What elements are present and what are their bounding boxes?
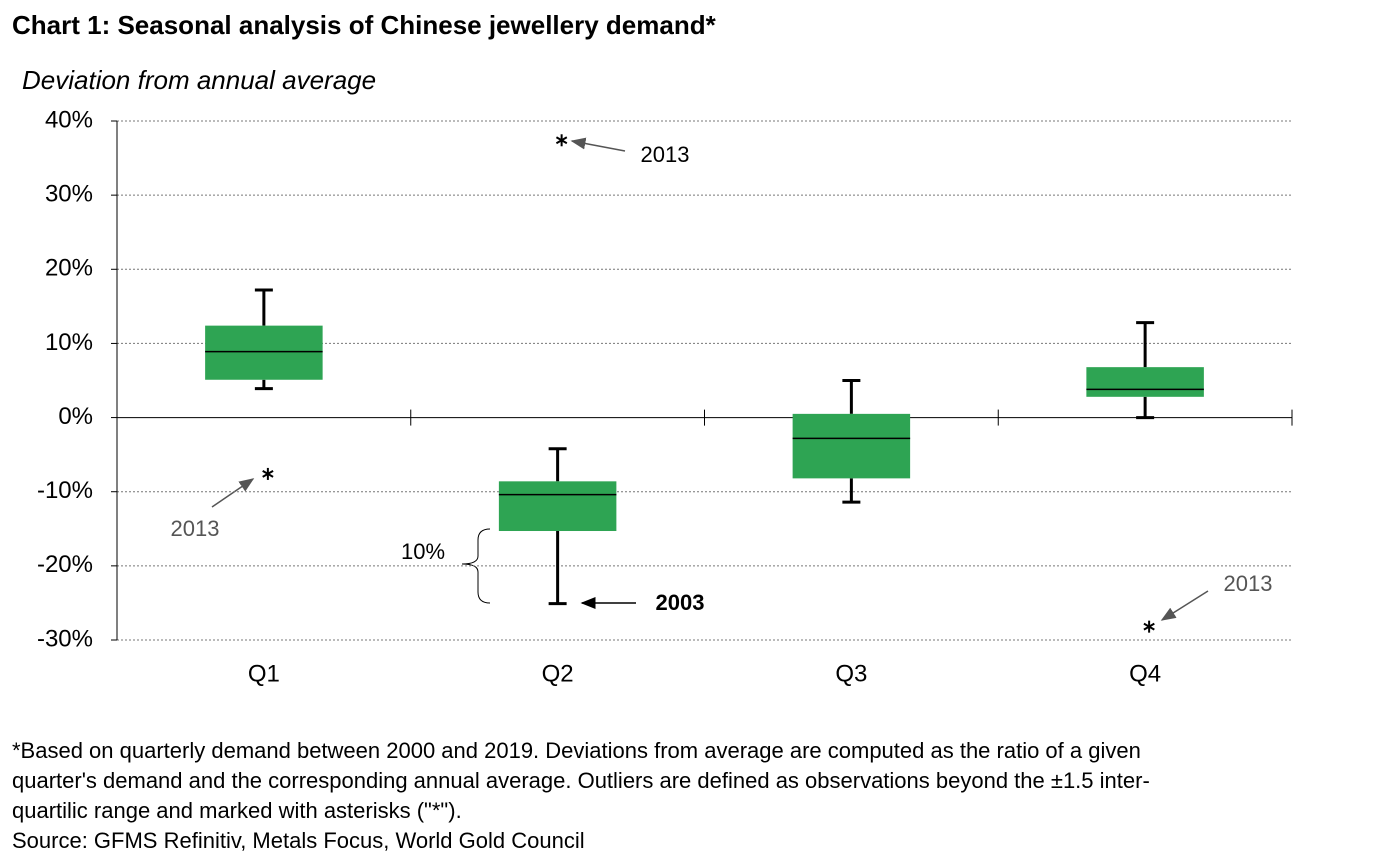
annotation: 10%: [401, 539, 445, 564]
outlier-stroke: [1143, 622, 1155, 631]
outlier: [262, 467, 274, 480]
footnote-line: quarter's demand and the corresponding a…: [12, 768, 1150, 793]
box: [792, 413, 911, 479]
annotation-arrow: [570, 137, 626, 152]
y-tick-label: 20%: [45, 255, 93, 282]
x-tick-label: Q2: [542, 660, 574, 687]
y-tick-label: 40%: [45, 106, 93, 133]
brace: [461, 528, 491, 604]
y-tick-label: 10%: [45, 329, 93, 356]
chart: Chart 1: Seasonal analysis of Chinese je…: [12, 10, 1293, 687]
outlier-stroke: [555, 136, 568, 145]
footnote-line: *Based on quarterly demand between 2000 …: [12, 738, 1141, 763]
annotation: 2003: [656, 590, 705, 615]
x-tick-label: Q1: [248, 660, 280, 687]
annotation-arrow: [211, 478, 255, 508]
annotation: 2013: [641, 142, 690, 167]
y-tick-label: -20%: [37, 551, 93, 578]
y-tick-label: -30%: [37, 625, 93, 652]
x-tick-label: Q3: [835, 660, 867, 687]
box: [205, 325, 323, 380]
box: [1086, 367, 1204, 397]
y-tick-label: -10%: [37, 477, 93, 504]
source: Source: GFMS Refinitiv, Metals Focus, Wo…: [12, 828, 585, 853]
y-tick-label: 0%: [58, 403, 93, 430]
annotation: 2013: [1224, 571, 1273, 596]
outlier: [1143, 620, 1155, 633]
chart-title: Chart 1: Seasonal analysis of Chinese je…: [12, 10, 717, 40]
annotation-arrow: [1160, 590, 1209, 621]
box: [498, 481, 617, 532]
outlier: [555, 134, 568, 147]
footnote-line: quartilic range and marked with asterisk…: [12, 798, 462, 823]
y-tick-label: 30%: [45, 180, 93, 207]
x-tick-label: Q4: [1129, 660, 1161, 687]
chart-subtitle: Deviation from annual average: [22, 65, 376, 95]
outlier-stroke: [262, 470, 274, 478]
annotation: 2013: [171, 516, 220, 541]
footnote: *Based on quarterly demand between 2000 …: [12, 736, 1150, 856]
